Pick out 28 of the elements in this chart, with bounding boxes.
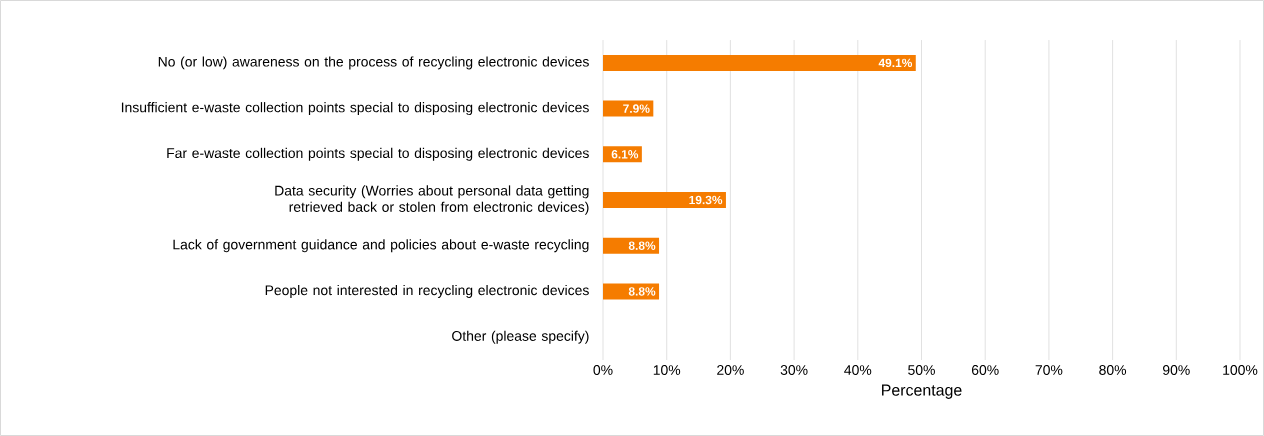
- bar: [603, 192, 726, 209]
- x-tick-label: 90%: [1163, 365, 1190, 375]
- y-tick-label: Far e-waste collection points special to disposing electronic devices: [167, 147, 589, 161]
- x-tick-label: 0%: [593, 365, 613, 375]
- data-label: 49.1%: [878, 58, 913, 68]
- x-tick-label: 40%: [844, 365, 872, 375]
- y-tick-label: Data security (Worries about personal data getting retrieved back or stolen from electronic devices): [275, 185, 589, 215]
- x-tick-label: 50%: [908, 365, 935, 375]
- y-tick-label: People not interested in recycling electronic devices: [265, 284, 589, 298]
- x-tick-label: 80%: [1099, 365, 1127, 375]
- y-tick-label: Lack of government guidance and policies about e-waste recycling: [173, 239, 589, 253]
- x-tick-label: 30%: [780, 365, 808, 375]
- data-label: 8.8%: [628, 287, 656, 296]
- y-tick-label: No (or low) awareness on the process of recycling electronic devices: [158, 56, 589, 70]
- y-tick-label: Insufficient e-waste collection points special to disposing electronic devices: [121, 102, 589, 116]
- x-tick-label: 60%: [971, 365, 999, 375]
- y-tick-label: Other (please specify): [452, 330, 589, 344]
- x-tick-label: 10%: [653, 365, 681, 375]
- x-tick-label: 100%: [1223, 365, 1258, 375]
- bar: [603, 237, 660, 254]
- data-label: 7.9%: [623, 104, 650, 113]
- data-label: 19.3%: [689, 195, 723, 205]
- x-tick-label: 20%: [717, 365, 744, 375]
- data-label: 8.8%: [628, 241, 656, 250]
- x-axis-title: Percentage: [882, 384, 962, 399]
- bar: [603, 54, 916, 71]
- data-label: 6.1%: [611, 150, 639, 159]
- x-tick-label: 70%: [1035, 365, 1063, 375]
